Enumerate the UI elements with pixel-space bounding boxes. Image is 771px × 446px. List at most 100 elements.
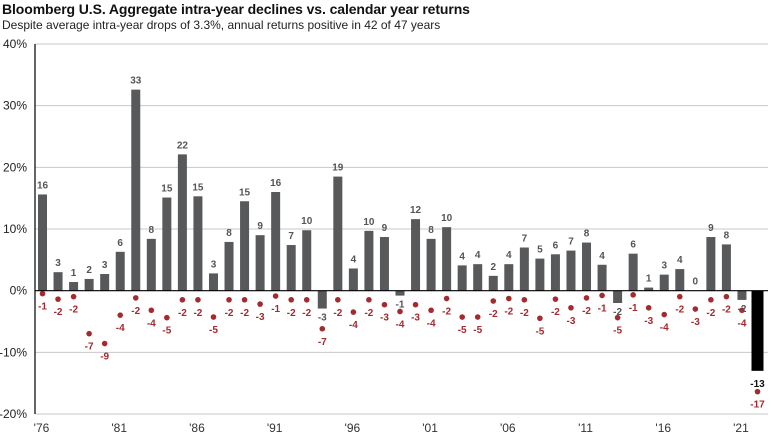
- bar-2013: [613, 290, 623, 303]
- bar-1985: [177, 154, 187, 291]
- bar-value-label: -1: [396, 300, 405, 311]
- bar-1996: [348, 268, 358, 291]
- y-tick-label: -20%: [0, 407, 27, 421]
- bar-value-label: 4: [351, 254, 357, 265]
- bar-1979: [84, 278, 94, 291]
- bar-value-label: 4: [599, 251, 605, 262]
- bar-value-label: -3: [318, 313, 327, 324]
- decline-value-label: -9: [100, 352, 109, 363]
- decline-dot-2014: [630, 292, 636, 298]
- decline-value-label: -1: [629, 303, 638, 314]
- bar-1994: [317, 290, 327, 309]
- bar-1986: [193, 196, 203, 291]
- decline-dot-1980: [101, 340, 108, 347]
- bar-value-label: 4: [677, 255, 683, 266]
- x-tick-label: '96: [345, 421, 361, 435]
- bar-value-label: 5: [537, 245, 543, 256]
- bar-value-label: 15: [239, 187, 251, 198]
- bar-1980: [100, 274, 110, 291]
- decline-dot-2021: [739, 307, 745, 314]
- x-tick-label: '16: [655, 421, 671, 435]
- decline-dot-1996: [350, 309, 357, 315]
- decline-dot-2002: [443, 295, 450, 302]
- bar-1995: [333, 176, 343, 291]
- x-tick-label: '86: [189, 421, 205, 435]
- bar-2008: [535, 258, 545, 291]
- bar-2006: [504, 264, 514, 291]
- decline-dot-1978: [70, 293, 77, 300]
- decline-value-label: -2: [69, 305, 78, 316]
- bar-1977: [53, 272, 63, 291]
- decline-value-label: -5: [473, 325, 482, 336]
- decline-dot-1993: [303, 296, 310, 303]
- bar-value-label: 4: [506, 250, 512, 261]
- decline-dot-2022: [754, 388, 761, 395]
- y-tick-label: 20%: [3, 160, 27, 174]
- x-tick-label: '11: [578, 421, 593, 435]
- x-tick-label: '76: [34, 421, 50, 435]
- bar-value-label: 10: [301, 216, 313, 227]
- bar-value-label: 8: [724, 230, 730, 241]
- bar-value-label: 15: [192, 182, 204, 193]
- bar-1990: [255, 235, 265, 291]
- decline-value-label: -7: [318, 337, 327, 348]
- decline-value-label: -4: [660, 323, 669, 334]
- bar-1991: [271, 192, 281, 291]
- decline-dot-1995: [335, 296, 341, 303]
- bar-2009: [550, 254, 560, 291]
- decline-dot-1998: [381, 301, 388, 308]
- bar-value-label: 3: [102, 260, 108, 271]
- bar-value-label: 1: [71, 268, 77, 279]
- decline-value-label: -2: [706, 308, 715, 319]
- bar-value-label: 10: [363, 217, 375, 228]
- decline-value-label: -17: [750, 400, 765, 411]
- decline-value-label: -3: [644, 316, 653, 327]
- decline-value-label: -5: [458, 325, 467, 336]
- y-tick-label: 0%: [10, 284, 28, 298]
- decline-dot-2009: [552, 296, 559, 302]
- x-tick-label: '21: [733, 421, 749, 435]
- y-tick-label: 10%: [3, 222, 27, 236]
- decline-value-label: -4: [116, 323, 125, 334]
- decline-value-label: -4: [396, 319, 405, 330]
- bar-value-label: 15: [161, 184, 173, 195]
- gridlines: [35, 43, 768, 415]
- bar-2007: [519, 247, 529, 291]
- bar-value-label: 4: [459, 251, 465, 262]
- decline-value-label: -2: [551, 307, 560, 318]
- bar-value-label: 6: [630, 240, 636, 251]
- bar-2000: [411, 219, 421, 291]
- bar-value-label: 8: [149, 225, 155, 236]
- bar-value-label: 8: [226, 228, 232, 239]
- decline-value-label: -2: [333, 308, 342, 319]
- decline-value-label: -1: [38, 302, 47, 313]
- decline-dot-2015: [645, 304, 652, 311]
- decline-value-label: -2: [193, 308, 202, 319]
- decline-value-label: -2: [240, 308, 249, 319]
- x-axis-ticks: '76 '81 '86 '91 '96 '01 '06 '11 '16 '21: [34, 421, 749, 435]
- decline-dot-1994: [319, 325, 326, 332]
- decline-dot-2000: [412, 301, 419, 308]
- decline-value-label: -1: [271, 304, 280, 315]
- bar-1988: [224, 241, 234, 291]
- decline-dot-2001: [428, 307, 434, 314]
- decline-value-label: -5: [162, 326, 171, 337]
- bar-value-label: 16: [37, 180, 49, 191]
- decline-dot-1997: [366, 296, 372, 303]
- bar-1982: [131, 89, 141, 291]
- decline-value-label: -1: [598, 303, 607, 314]
- bar-value-label: 3: [661, 261, 667, 272]
- decline-dot-2019: [708, 296, 714, 303]
- decline-value-label: -7: [85, 342, 94, 353]
- bar-1993: [302, 230, 312, 291]
- decline-dot-1992: [288, 296, 294, 303]
- bar-value-label: 0: [693, 277, 699, 288]
- decline-dot-1983: [148, 307, 155, 314]
- bar-value-label: 7: [288, 231, 294, 242]
- decline-value-label: -5: [209, 325, 218, 336]
- axes: [34, 44, 768, 414]
- decline-dot-2003: [459, 314, 465, 320]
- bar-value-label: 8: [584, 229, 590, 240]
- decline-dot-1976: [39, 290, 46, 297]
